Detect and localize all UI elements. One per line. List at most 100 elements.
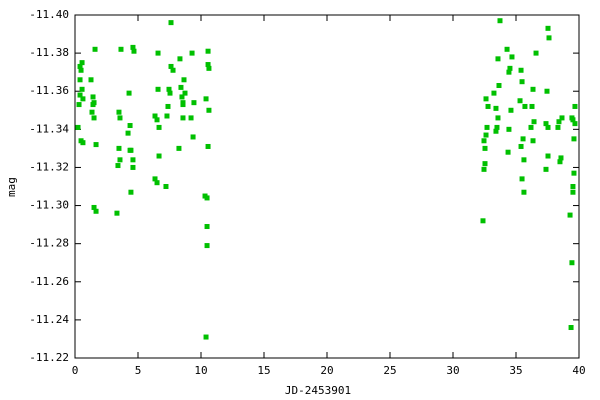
point xyxy=(89,109,95,115)
point xyxy=(182,90,188,96)
point xyxy=(164,113,170,119)
point xyxy=(191,100,197,106)
y-tick-label: -11.40 xyxy=(29,8,69,21)
point xyxy=(156,153,162,159)
point xyxy=(75,124,81,130)
x-tick-label: 35 xyxy=(509,364,522,377)
point xyxy=(154,117,160,123)
point xyxy=(480,218,486,224)
point xyxy=(570,184,576,189)
point xyxy=(155,86,161,92)
plot-frame xyxy=(74,14,580,359)
point xyxy=(90,94,96,100)
point xyxy=(180,100,186,106)
point xyxy=(77,63,83,69)
point xyxy=(131,48,137,54)
point xyxy=(78,67,84,73)
point xyxy=(572,121,578,127)
point xyxy=(529,103,535,109)
point xyxy=(80,140,86,146)
point xyxy=(520,136,526,142)
point xyxy=(482,161,488,167)
y-tick-label: -11.32 xyxy=(29,160,69,173)
point xyxy=(93,208,99,214)
y-tick-label: -11.36 xyxy=(29,84,69,97)
x-axis-label: JD-2453901 xyxy=(285,384,351,397)
point xyxy=(188,115,194,121)
point xyxy=(497,18,503,24)
point xyxy=(543,166,549,172)
x-tick-label: 15 xyxy=(257,364,270,377)
point xyxy=(176,145,182,151)
x-tick-label: 40 xyxy=(572,364,585,377)
point xyxy=(76,102,82,108)
point xyxy=(559,115,565,121)
point xyxy=(521,157,527,163)
point xyxy=(505,149,511,155)
point xyxy=(93,142,99,148)
point xyxy=(507,65,513,71)
point xyxy=(152,113,158,119)
point xyxy=(204,224,210,230)
y-axis-label: mag xyxy=(5,177,18,197)
x-tick-label: 25 xyxy=(383,364,396,377)
point xyxy=(531,119,537,125)
point xyxy=(556,119,562,125)
point xyxy=(206,65,212,71)
x-tick-label: 20 xyxy=(320,364,333,377)
point xyxy=(168,63,174,69)
point xyxy=(125,130,131,136)
point xyxy=(481,138,487,144)
point xyxy=(518,143,524,149)
y-tick-label: -11.24 xyxy=(29,313,69,326)
point xyxy=(483,96,489,102)
point xyxy=(91,115,97,121)
point xyxy=(167,90,173,96)
point xyxy=(130,44,136,50)
point xyxy=(88,77,94,83)
point xyxy=(485,103,491,109)
point xyxy=(155,50,161,56)
point xyxy=(570,117,576,123)
point xyxy=(204,243,210,249)
point xyxy=(506,126,512,132)
point xyxy=(493,105,499,111)
x-tick-label: 30 xyxy=(446,364,459,377)
point xyxy=(519,176,525,182)
point xyxy=(154,180,160,186)
point xyxy=(483,132,489,138)
point xyxy=(482,145,488,151)
point xyxy=(546,35,552,41)
point xyxy=(181,77,187,83)
point xyxy=(177,56,183,62)
point xyxy=(178,84,184,90)
point xyxy=(180,115,186,121)
point xyxy=(571,136,577,142)
point xyxy=(545,153,551,159)
y-tick-label: -11.28 xyxy=(29,237,69,250)
point xyxy=(522,103,528,109)
point xyxy=(545,25,551,31)
point xyxy=(116,145,122,151)
point xyxy=(163,184,169,189)
point xyxy=(117,157,123,163)
point xyxy=(204,195,210,201)
point xyxy=(558,155,564,161)
point xyxy=(189,50,195,56)
x-tick-label: 0 xyxy=(72,364,79,377)
point xyxy=(205,143,211,149)
point xyxy=(79,86,85,92)
point xyxy=(517,98,523,104)
point xyxy=(126,90,132,96)
point xyxy=(495,115,501,121)
point xyxy=(567,212,573,218)
point xyxy=(170,67,176,73)
point xyxy=(495,56,501,62)
point xyxy=(206,107,212,113)
y-tick-label: -11.22 xyxy=(29,351,69,364)
point xyxy=(116,109,122,115)
point xyxy=(528,124,534,130)
point xyxy=(544,88,550,94)
point xyxy=(521,189,527,195)
